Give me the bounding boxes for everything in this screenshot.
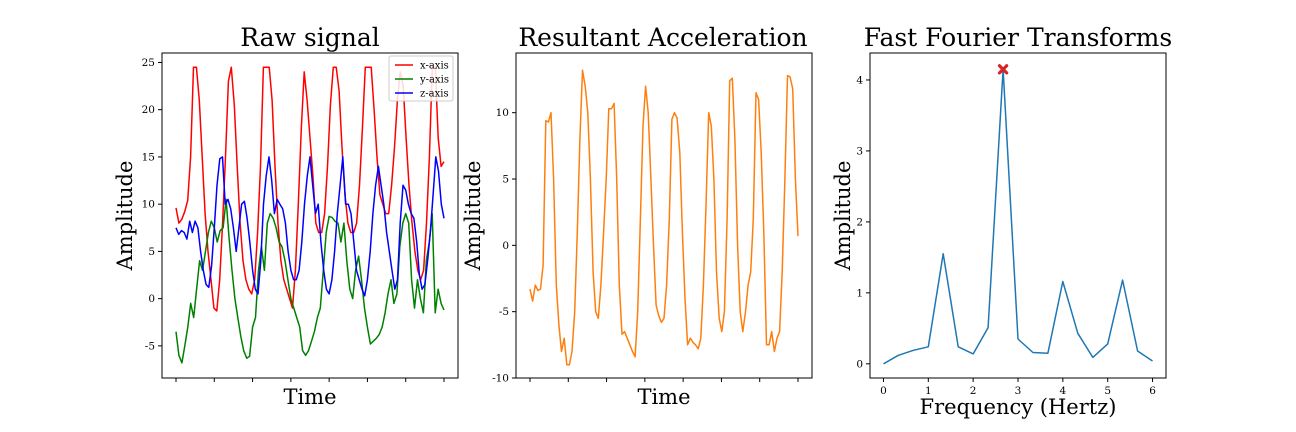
legend: x-axis y-axis z-axis (388, 55, 454, 102)
x-tick-label: 0 (880, 385, 887, 397)
y-tick-label: 20 (142, 104, 155, 116)
y-tick-label: 25 (142, 57, 155, 69)
y-tick-label: -5 (499, 306, 509, 318)
chart-title: Fast Fourier Transforms (864, 23, 1172, 52)
y-tick-label: 4 (856, 74, 863, 86)
axes-frame (869, 52, 1167, 379)
panel-raw-signal: Raw signal -5 0 5 10 15 20 25 Time Amplitude x… (113, 23, 459, 409)
x-tick-label: 6 (1149, 385, 1156, 397)
x-tick-label: 1 (925, 385, 932, 397)
panel-fast-fourier-transforms: Fast Fourier Transforms 0 1 2 3 4 0 1 2 3 4 5 6 Fre… (831, 23, 1172, 419)
plot-area: -10 -5 0 5 10 (492, 69, 799, 385)
y-tick-label: 3 (856, 145, 863, 157)
chart-title: Resultant Acceleration (518, 23, 807, 52)
y-tick-label: 0 (502, 240, 509, 252)
y-tick-label: 2 (856, 216, 863, 228)
y-axis-label: Amplitude (113, 161, 137, 272)
y-tick-label: -5 (145, 340, 155, 352)
y-tick-label: 10 (496, 107, 509, 119)
y-tick-label: 15 (142, 151, 155, 163)
y-tick-label: 5 (148, 246, 155, 258)
legend-label: z-axis (420, 89, 449, 100)
x-tick-label: 5 (1104, 385, 1111, 397)
panel-resultant-acceleration: Resultant Acceleration -10 -5 0 5 10 Time Am… (461, 23, 813, 409)
y-tick-label: 1 (856, 287, 863, 299)
series-line-2 (175, 156, 445, 297)
x-tick-label: 4 (1060, 385, 1067, 397)
y-tick-label: 5 (502, 174, 509, 186)
y-tick-label: 0 (148, 293, 155, 305)
x-axis-label: Frequency (Hertz) (920, 395, 1117, 419)
y-tick-label: -10 (492, 373, 509, 385)
series-line-0 (529, 69, 799, 366)
legend-label: y-axis (419, 75, 449, 86)
y-tick-label: 0 (856, 358, 863, 370)
chart-title: Raw signal (240, 23, 379, 52)
legend-label: x-axis (420, 61, 449, 72)
plot-area: 0 1 2 3 4 0 1 2 3 4 5 6 (856, 64, 1156, 397)
axes-frame (515, 52, 813, 379)
series-line-0 (883, 68, 1153, 365)
y-tick-label: 10 (142, 199, 155, 211)
x-axis-label: Time (283, 385, 336, 409)
y-axis-label: Amplitude (831, 161, 855, 272)
x-tick-label: 3 (1015, 385, 1022, 397)
y-axis-label: Amplitude (461, 161, 485, 272)
axes-frame (161, 52, 459, 379)
plot-area: -5 0 5 10 15 20 25 (142, 57, 445, 382)
x-axis-label: Time (637, 385, 690, 409)
peak-marker (997, 64, 1009, 75)
series-line-1 (175, 198, 445, 364)
x-tick-label: 2 (970, 385, 977, 397)
legend-box (388, 55, 454, 102)
